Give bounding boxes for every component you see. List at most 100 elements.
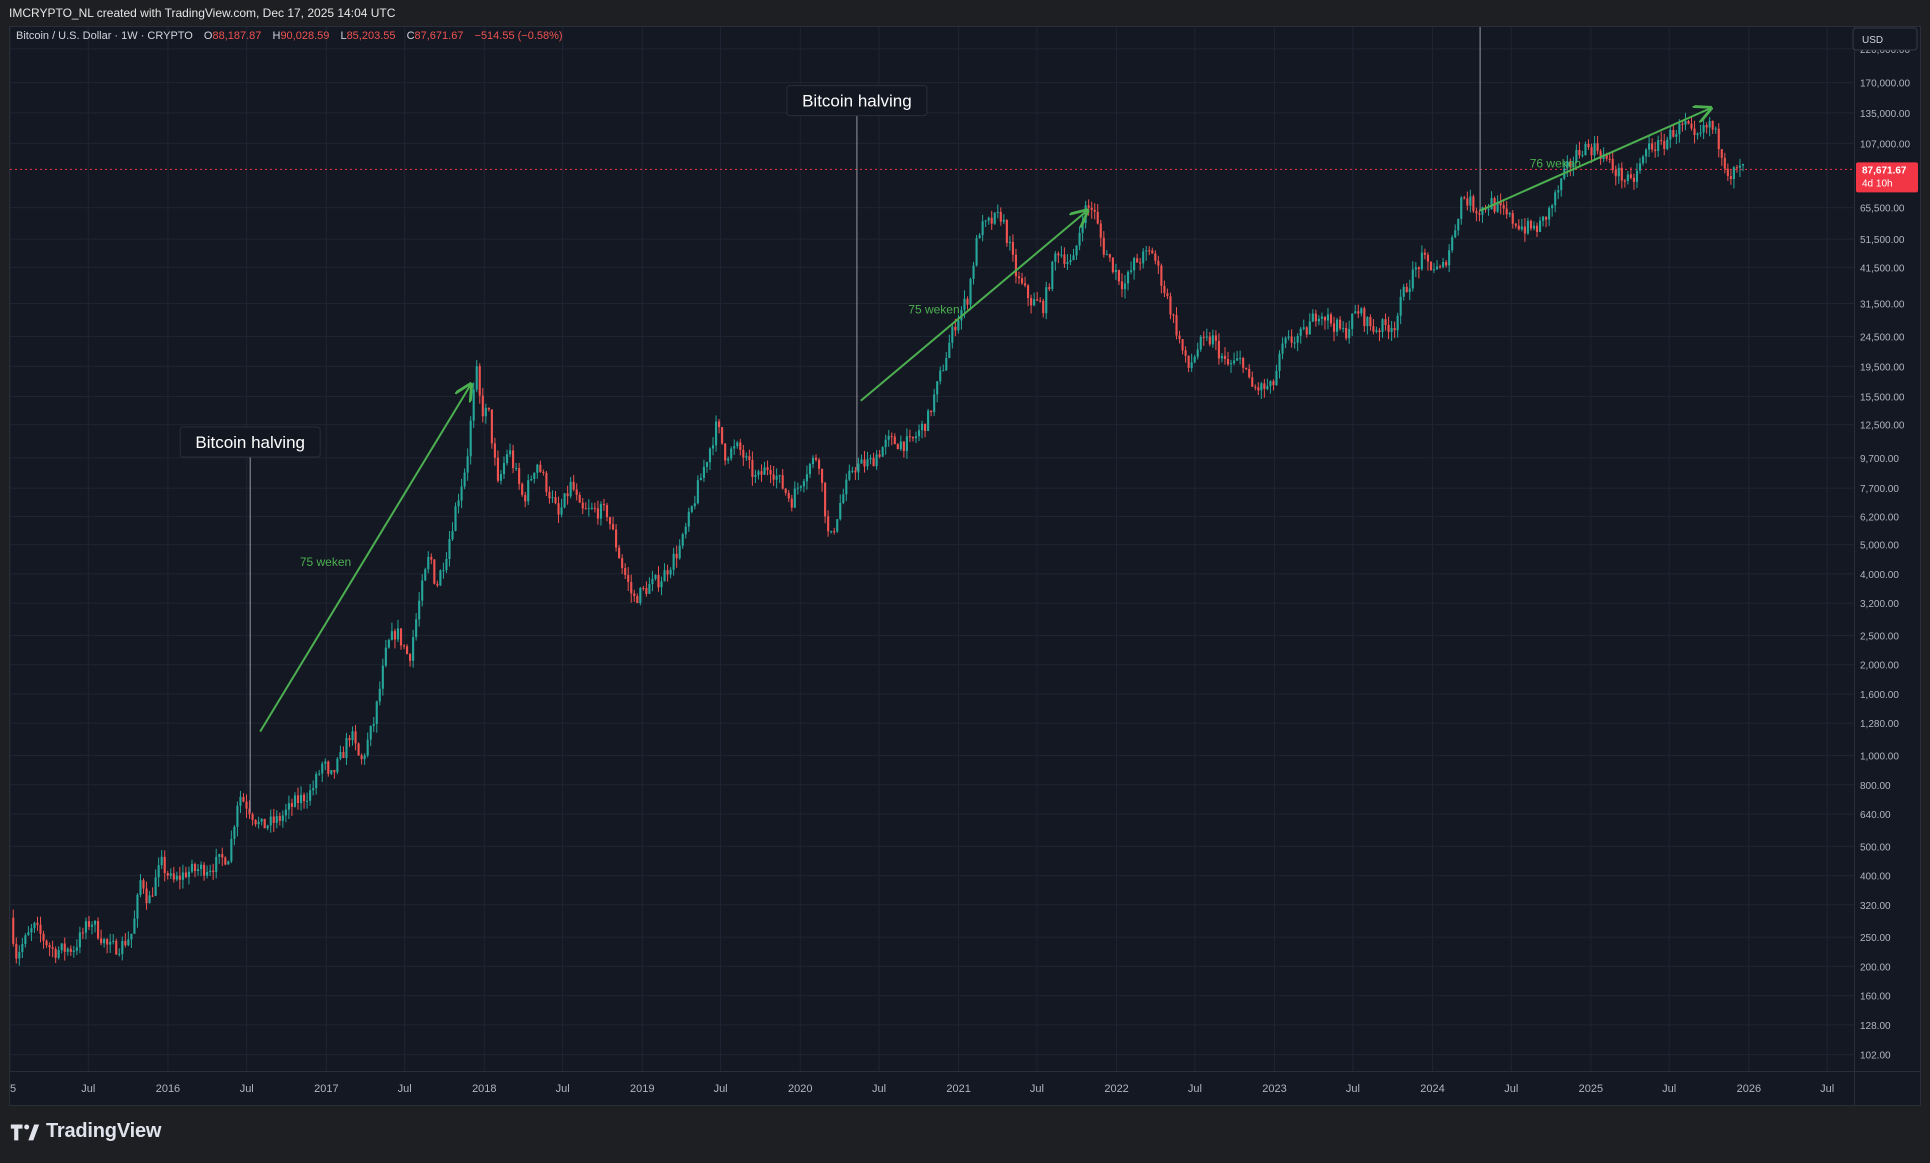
candle-body xyxy=(611,524,615,530)
candle-body xyxy=(415,619,418,637)
candle-body xyxy=(1390,328,1393,332)
candle-body xyxy=(312,788,315,791)
candle-body xyxy=(427,556,430,570)
y-tick-label: 2,500.00 xyxy=(1860,631,1899,642)
candle-body xyxy=(824,482,827,517)
candle-body xyxy=(1741,164,1745,166)
tradingview-logo[interactable]: TradingView xyxy=(10,1120,161,1143)
candle-body xyxy=(172,873,175,880)
candle-body xyxy=(1014,254,1018,277)
halving-label-text: Bitcoin halving xyxy=(195,433,305,452)
candle-body xyxy=(1248,368,1251,378)
candle-body xyxy=(687,511,690,527)
candle-body xyxy=(969,278,972,305)
candle-body xyxy=(118,953,121,955)
candle-body xyxy=(348,738,351,741)
candle-body xyxy=(454,506,457,531)
x-axis[interactable]: 15 Jul 2016 Jul 2017 Jul 2018 Jul 2019 Jul 2020 Jul… xyxy=(10,1083,1834,1095)
candle-body xyxy=(1020,278,1024,284)
candle-body xyxy=(917,430,921,437)
tradingview-wordmark: TradingView xyxy=(46,1120,162,1142)
candle-body xyxy=(269,816,272,826)
y-tick-label: 200.00 xyxy=(1860,962,1891,973)
halving-label-box[interactable] xyxy=(179,426,321,458)
candle-body xyxy=(845,479,848,495)
tradingview-logo-icon xyxy=(10,1124,40,1140)
candle-body xyxy=(296,795,300,804)
candle-body xyxy=(330,770,333,774)
candle-body xyxy=(372,723,375,726)
y-tick-label: 51,500.00 xyxy=(1860,235,1905,246)
candle-body xyxy=(272,816,275,823)
candle-body xyxy=(248,808,251,815)
candle-body xyxy=(1017,276,1021,279)
candle-body xyxy=(1532,225,1536,229)
x-tick-label: 2017 xyxy=(314,1083,338,1095)
candle-body xyxy=(1420,252,1423,270)
candle-body xyxy=(315,774,318,789)
candle-body xyxy=(227,861,230,865)
close-value: 87,671.67 xyxy=(415,30,464,42)
candle-body xyxy=(1457,218,1460,231)
candle-body xyxy=(508,450,512,455)
symbol-name: Bitcoin / U.S. Dollar · 1W · CRYPTO xyxy=(16,30,193,42)
candle-body xyxy=(1090,207,1093,210)
candle-body xyxy=(100,938,103,944)
candle-body xyxy=(1535,225,1539,232)
candle-body xyxy=(515,468,518,470)
trend-arrow[interactable] xyxy=(1479,108,1711,212)
candle-body xyxy=(1587,143,1590,148)
trend-arrow[interactable] xyxy=(259,384,471,733)
candle-body xyxy=(651,578,654,585)
candle-body xyxy=(1226,358,1230,365)
candle-body xyxy=(457,500,460,507)
y-tick-label: 500.00 xyxy=(1860,842,1891,853)
y-tick-label: 4,000.00 xyxy=(1860,570,1899,581)
candle-body xyxy=(1139,262,1142,264)
candle-body xyxy=(963,298,966,310)
y-tick-label: 102.00 xyxy=(1860,1051,1891,1062)
candle-body xyxy=(869,457,872,460)
x-tick-label: Jul xyxy=(1188,1083,1202,1095)
candle-body xyxy=(1644,149,1648,157)
candle-body xyxy=(460,486,463,501)
candle-body xyxy=(860,459,863,464)
candle-body xyxy=(927,410,930,431)
candle-body xyxy=(978,235,981,239)
candle-body xyxy=(1111,257,1114,273)
trend-arrow[interactable] xyxy=(860,211,1087,402)
currency-button[interactable]: USD xyxy=(1852,27,1918,51)
candle-body xyxy=(239,796,242,806)
symbol-legend[interactable]: Bitcoin / U.S. Dollar · 1W · CRYPTO O88,… xyxy=(16,30,563,42)
candle-body xyxy=(948,342,951,359)
candle-body xyxy=(836,519,839,532)
candle-body xyxy=(1027,285,1030,299)
footer xyxy=(0,1106,1930,1163)
candle-body xyxy=(863,459,866,467)
candle-body xyxy=(351,731,354,741)
candle-body xyxy=(1278,353,1281,371)
candle-body xyxy=(1499,202,1502,206)
candle-body xyxy=(1572,162,1575,167)
y-axis[interactable]: 220,000.00170,000.00135,000.00107,000.00… xyxy=(1860,45,1910,1062)
y-tick-label: 65,500.00 xyxy=(1860,204,1905,215)
candle-body xyxy=(990,217,993,224)
candle-body xyxy=(1275,370,1278,386)
candle-body xyxy=(527,480,530,502)
halving-label-box[interactable] xyxy=(786,85,928,117)
open-value: 88,187.87 xyxy=(212,30,261,42)
candle-body xyxy=(857,463,860,473)
x-tick-label: Jul xyxy=(240,1083,254,1095)
candle-body xyxy=(914,436,918,439)
candle-body xyxy=(930,410,933,413)
candle-body xyxy=(293,795,297,807)
candle-body xyxy=(1257,387,1260,391)
candle-body xyxy=(633,593,636,597)
candle-body xyxy=(1487,209,1490,211)
candle-body xyxy=(1363,308,1366,327)
candle-body xyxy=(63,943,66,952)
candle-body xyxy=(902,441,905,452)
